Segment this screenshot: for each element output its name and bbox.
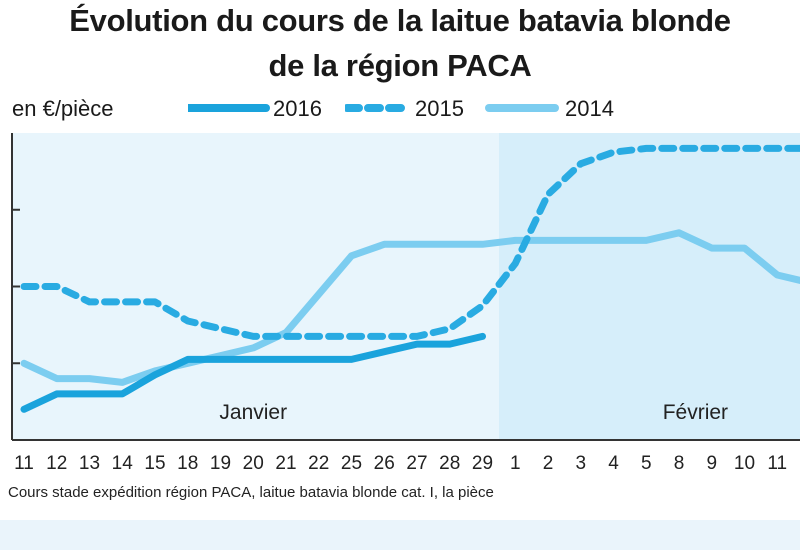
month-band-janvier — [12, 133, 499, 440]
x-tick-label: 8 — [674, 453, 685, 474]
x-tick-label: 10 — [734, 453, 755, 474]
x-tick-label: 12 — [46, 453, 67, 474]
chart-title-line1: Évolution du cours de la laitue batavia … — [69, 3, 731, 38]
month-band-février — [498, 133, 800, 440]
legend-label-2015: 2015 — [415, 96, 464, 121]
legend-label-2016: 2016 — [273, 96, 322, 121]
x-tick-label: 1 — [510, 453, 521, 474]
x-tick-label: 14 — [112, 453, 134, 474]
chart-footnote: Cours stade expédition région PACA, lait… — [8, 484, 494, 501]
x-tick-label: 21 — [275, 453, 296, 474]
x-tick-label: 5 — [641, 453, 652, 474]
x-tick-label: 28 — [439, 453, 460, 474]
x-tick-label: 29 — [472, 453, 493, 474]
bottom-band — [0, 520, 800, 550]
x-tick-label: 27 — [406, 453, 427, 474]
x-tick-label: 25 — [341, 453, 362, 474]
y-axis-unit-label: en €/pièce — [12, 96, 114, 121]
x-tick-label: 11 — [767, 453, 787, 474]
legend-swatch-2016 — [188, 104, 270, 112]
x-tick-label: 2 — [543, 453, 554, 474]
x-tick-label: 20 — [243, 453, 264, 474]
x-tick-label: 22 — [308, 453, 329, 474]
legend-swatch-2014 — [485, 104, 559, 112]
legend-item-2014: 2014 — [485, 94, 635, 124]
x-tick-label: 11 — [14, 453, 34, 474]
x-tick-label: 13 — [79, 453, 100, 474]
legend-item-2015: 2015 — [345, 94, 475, 124]
series-line-2014 — [20, 229, 800, 386]
x-tick-label: 4 — [608, 453, 619, 474]
series-line-2015 — [20, 144, 800, 340]
legend-swatch-2015 — [345, 104, 407, 112]
legend-label-2014: 2014 — [565, 96, 614, 121]
series-line-2016 — [20, 332, 486, 413]
x-tick-label: 9 — [706, 453, 717, 474]
chart-title-line2: de la région PACA — [268, 48, 532, 83]
x-tick-label: 19 — [210, 453, 231, 474]
x-tick-label: 26 — [374, 453, 395, 474]
x-tick-label: 18 — [177, 453, 198, 474]
x-tick-label: 3 — [575, 453, 586, 474]
legend-item-2016: 2016 — [188, 94, 328, 124]
x-tick-label: 15 — [144, 453, 165, 474]
month-label: Janvier — [219, 401, 287, 424]
month-label: Février — [663, 401, 728, 424]
